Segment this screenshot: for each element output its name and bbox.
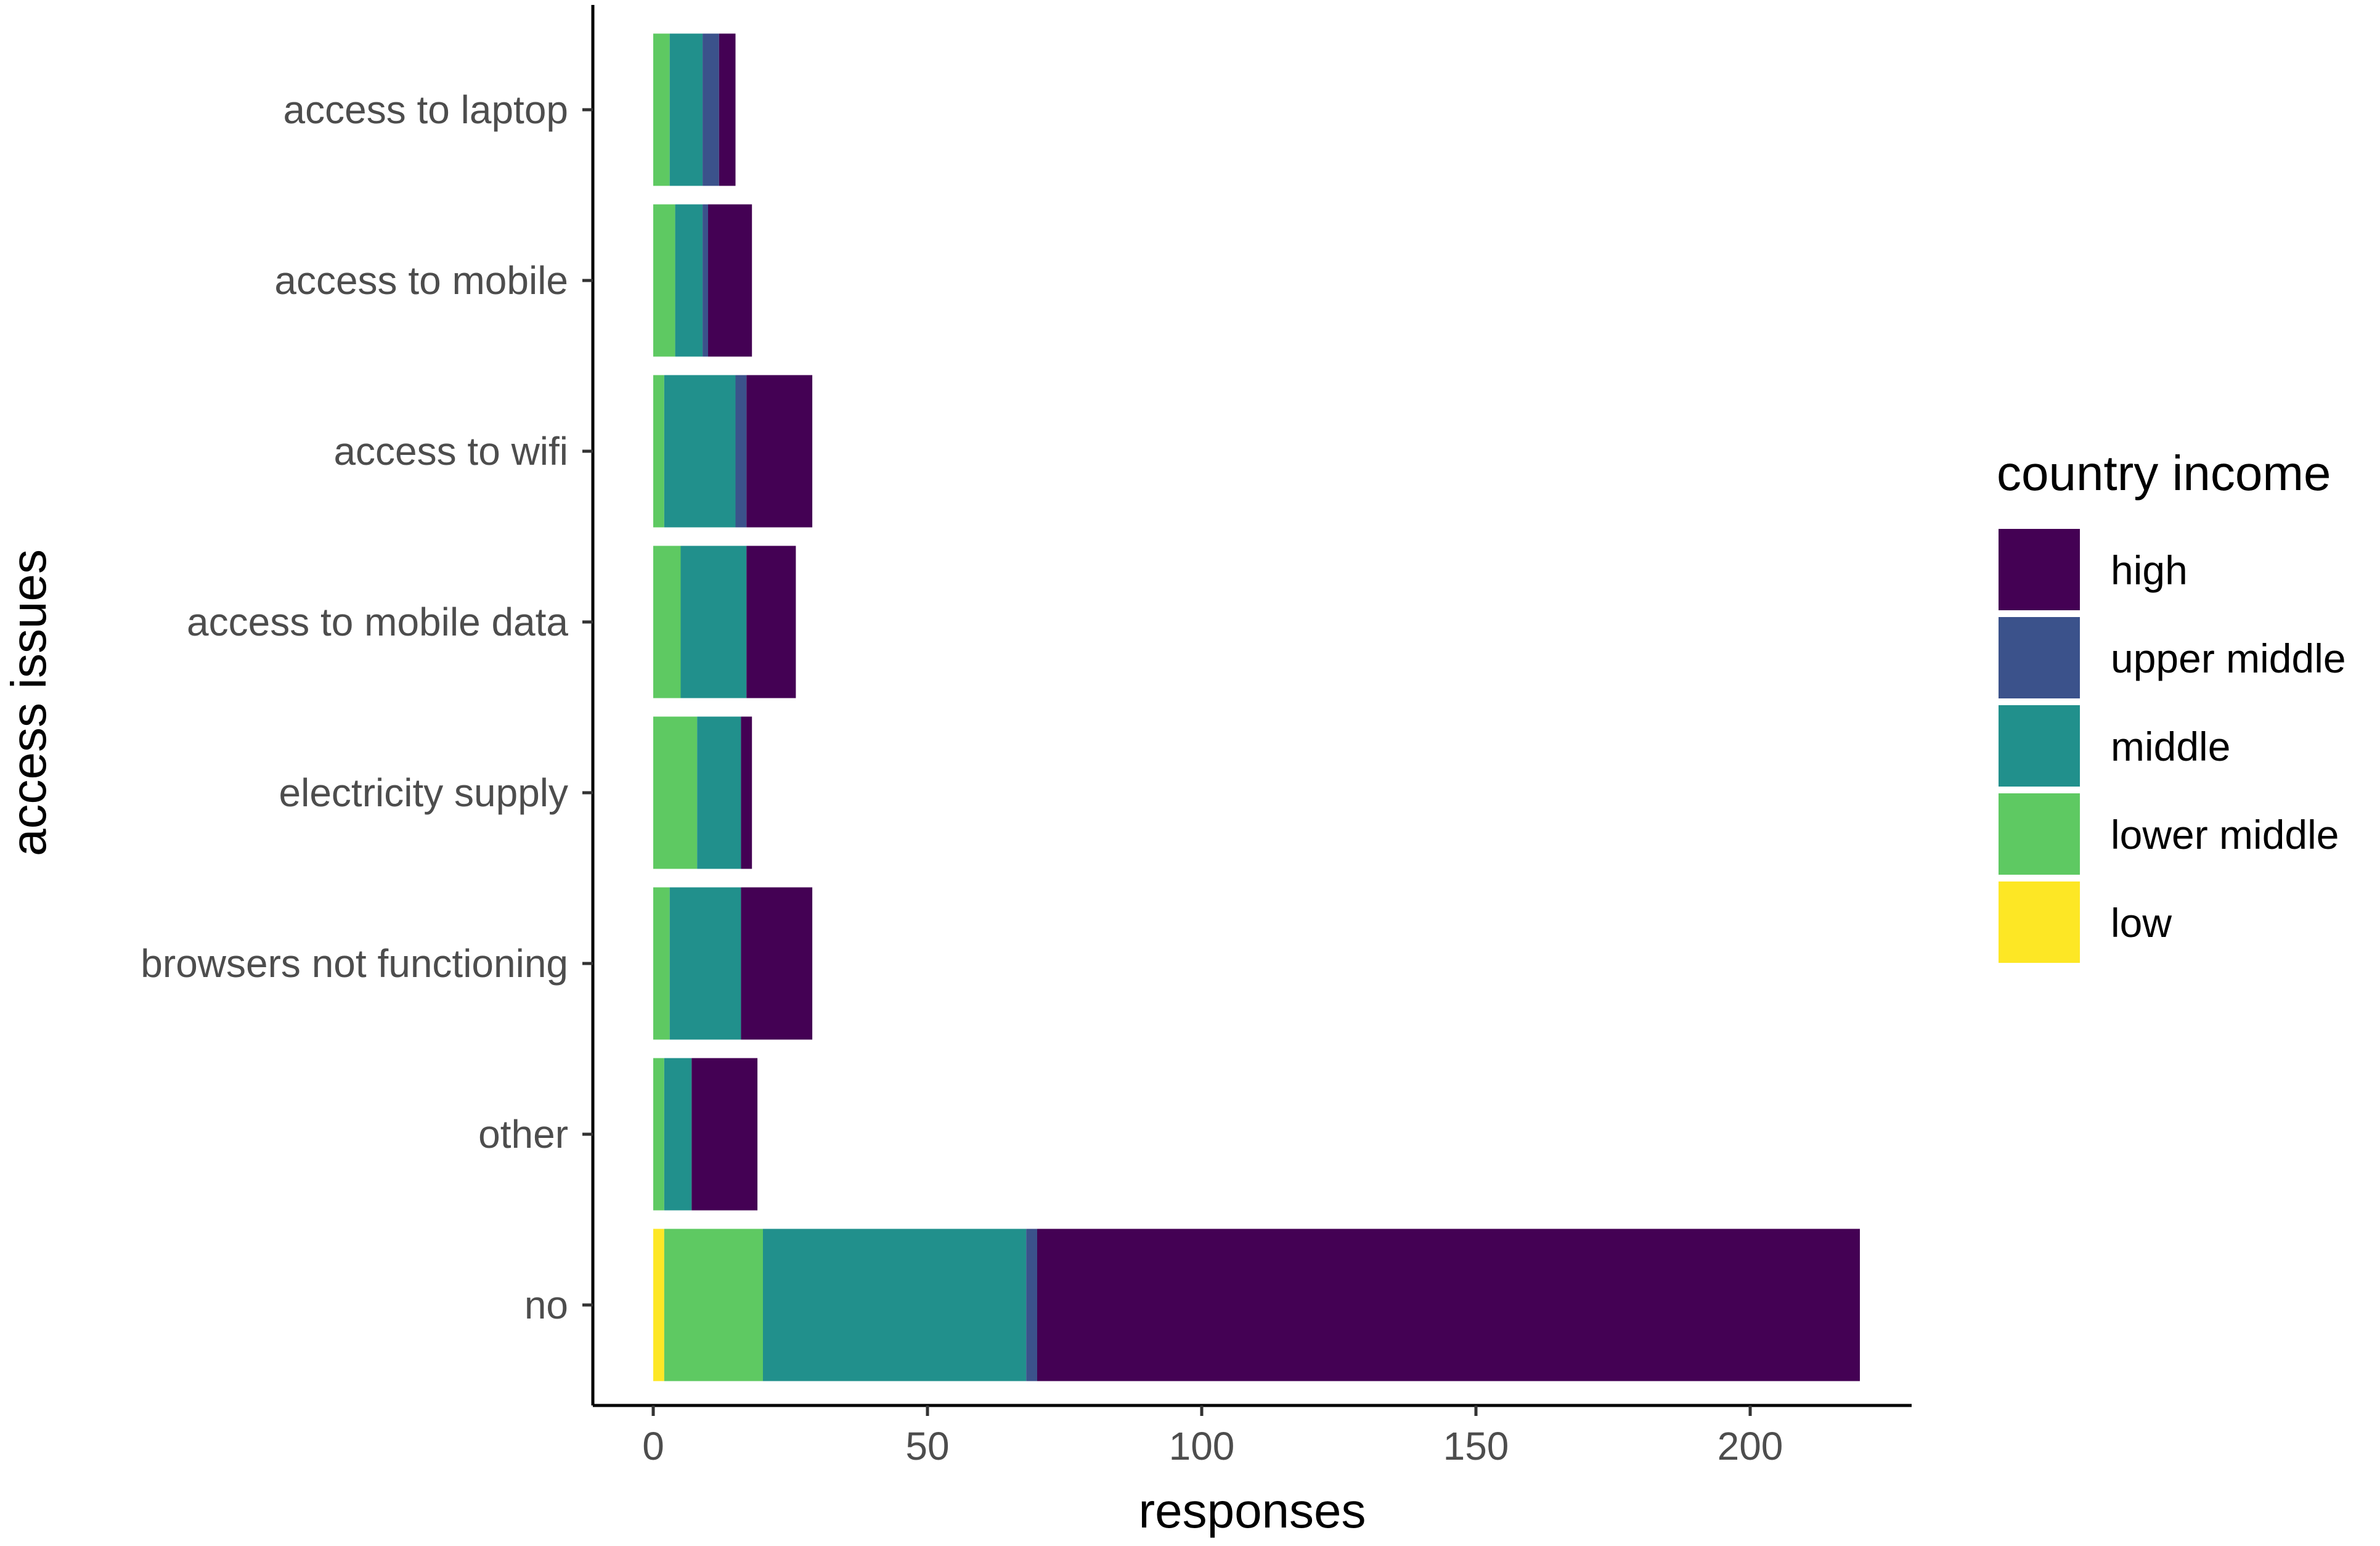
bar-segment-no-high [1037,1229,1860,1381]
bar-segment-no-low [653,1229,664,1381]
bar-segment-access-to-wifi-lower-middle [653,375,664,528]
bar-group-other [653,1058,758,1211]
x-tick-label-100: 100 [1169,1424,1235,1468]
legend: country income high upper middle middle lowe… [1997,446,2346,963]
bar-segment-electricity-supply-lower-middle [653,716,698,869]
legend-item-lower-middle: lower middle [1999,793,2339,875]
bar-segment-access-to-laptop-upper-middle [703,33,719,186]
bar-group-electricity-supply [653,716,752,869]
bar-segment-access-to-mobile-lower-middle [653,204,675,357]
legend-item-high: high [1999,529,2188,610]
bar-segment-other-high [691,1058,758,1211]
y-tick-label-browsers-not-functioning: browsers not functioning [141,941,568,986]
bar-group-access-to-mobile-data [653,546,796,698]
bar-segment-electricity-supply-high [741,716,752,869]
bar-segment-browsers-not-functioning-high [741,887,813,1040]
y-tick-label-access-to-wifi: access to wifi [333,429,568,473]
axes-layer: access to laptop access to mobile access t… [1,5,1912,1538]
y-tick-label-access-to-mobile: access to mobile [274,258,568,303]
bar-segment-access-to-mobile-high [708,204,752,357]
legend-label-lower-middle: lower middle [2111,812,2339,857]
legend-label-upper-middle: upper middle [2111,636,2346,681]
bar-segment-no-upper-middle [1026,1229,1037,1381]
bar-segment-other-middle [664,1058,692,1211]
bar-group-access-to-mobile [653,204,752,357]
bar-segment-access-to-wifi-middle [664,375,736,528]
legend-swatch-high [1999,529,2080,610]
bar-segment-access-to-mobile-data-high [746,546,796,698]
bar-segment-access-to-wifi-high [746,375,813,528]
bar-segment-other-lower-middle [653,1058,664,1211]
bar-segment-access-to-mobile-data-lower-middle [653,546,681,698]
legend-label-high: high [2111,547,2188,593]
bar-segment-no-lower-middle [664,1229,763,1381]
y-tick-label-electricity-supply: electricity supply [279,771,569,815]
bar-group-no [653,1229,1860,1381]
bar-segment-electricity-supply-middle [697,716,741,869]
bar-group-browsers-not-functioning [653,887,813,1040]
legend-item-middle: middle [1999,705,2230,787]
bar-segment-access-to-mobile-data-middle [680,546,747,698]
y-axis-title: access issues [1,549,56,856]
bar-segment-browsers-not-functioning-middle [669,887,741,1040]
bar-segment-access-to-laptop-middle [669,33,703,186]
legend-title: country income [1997,446,2331,501]
y-tick-label-no: no [524,1283,568,1327]
bars-layer [653,33,1860,1381]
x-axis-title: responses [1138,1483,1366,1538]
y-tick-label-other: other [478,1112,568,1156]
y-tick-label-access-to-laptop: access to laptop [283,88,569,132]
legend-label-middle: middle [2111,724,2230,769]
bar-segment-no-middle [763,1229,1027,1381]
bar-segment-access-to-mobile-middle [675,204,703,357]
bar-group-access-to-wifi [653,375,813,528]
bar-segment-access-to-laptop-high [719,33,736,186]
x-tick-label-150: 150 [1443,1424,1509,1468]
legend-swatch-middle [1999,705,2080,787]
legend-swatch-low [1999,881,2080,963]
bar-group-access-to-laptop [653,33,736,186]
y-tick-label-access-to-mobile-data: access to mobile data [187,600,568,644]
legend-swatch-lower-middle [1999,793,2080,875]
bar-segment-browsers-not-functioning-lower-middle [653,887,670,1040]
bar-segment-access-to-mobile-upper-middle [703,204,708,357]
bar-segment-access-to-laptop-lower-middle [653,33,670,186]
legend-item-upper-middle: upper middle [1999,617,2346,698]
x-tick-label-50: 50 [905,1424,949,1468]
legend-item-low: low [1999,881,2172,963]
legend-label-low: low [2111,900,2172,946]
x-tick-label-200: 200 [1718,1424,1783,1468]
bar-segment-access-to-wifi-upper-middle [735,375,747,528]
x-tick-label-0: 0 [642,1424,664,1468]
legend-swatch-upper-middle [1999,617,2080,698]
